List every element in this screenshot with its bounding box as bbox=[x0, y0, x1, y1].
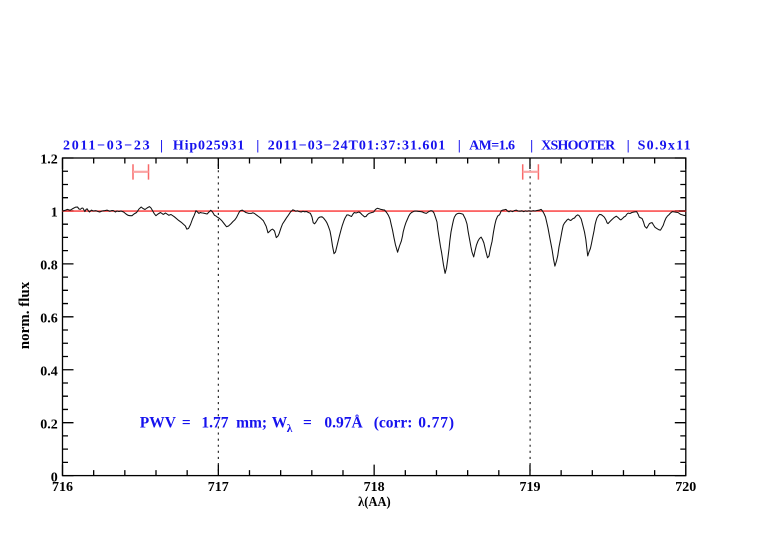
svg-text:PWV: PWV bbox=[140, 414, 177, 431]
svg-text:W: W bbox=[272, 414, 288, 431]
svg-text:0.8: 0.8 bbox=[40, 259, 58, 274]
svg-text:720: 720 bbox=[675, 480, 696, 495]
svg-text:λ: λ bbox=[287, 423, 293, 435]
svg-text:719: 719 bbox=[520, 480, 541, 495]
svg-text:|: | bbox=[530, 139, 533, 154]
svg-text:0.4: 0.4 bbox=[40, 364, 58, 379]
svg-text:AM=1.6: AM=1.6 bbox=[469, 139, 515, 154]
svg-text:1.77: 1.77 bbox=[201, 414, 228, 431]
svg-text:0: 0 bbox=[51, 470, 58, 485]
svg-text:S0.9x11: S0.9x11 bbox=[638, 139, 691, 154]
svg-text:0.2: 0.2 bbox=[40, 417, 58, 432]
svg-text:|: | bbox=[160, 139, 163, 154]
svg-text:λ(AA): λ(AA) bbox=[358, 495, 391, 510]
svg-text:=: = bbox=[182, 414, 191, 431]
svg-text:(corr:: (corr: bbox=[374, 414, 413, 431]
svg-text:Hip025931: Hip025931 bbox=[173, 139, 244, 154]
svg-text:mm;: mm; bbox=[236, 414, 267, 431]
svg-text:1: 1 bbox=[51, 206, 58, 221]
svg-text:716: 716 bbox=[52, 480, 73, 495]
svg-text:norm. flux: norm. flux bbox=[17, 281, 33, 349]
svg-text:0.97Å: 0.97Å bbox=[324, 414, 363, 431]
svg-text:=: = bbox=[303, 414, 312, 431]
svg-text:0.77): 0.77) bbox=[418, 414, 454, 431]
svg-text:1.2: 1.2 bbox=[40, 153, 58, 168]
svg-text:XSHOOTER: XSHOOTER bbox=[541, 139, 616, 154]
svg-text:0.6: 0.6 bbox=[40, 312, 58, 327]
svg-text:|: | bbox=[458, 139, 461, 154]
svg-text:717: 717 bbox=[208, 480, 229, 495]
svg-text:718: 718 bbox=[364, 480, 385, 495]
svg-text:|: | bbox=[256, 139, 259, 154]
svg-text:|: | bbox=[627, 139, 630, 154]
svg-text:2011−03−23: 2011−03−23 bbox=[63, 139, 150, 154]
svg-text:2011−03−24T01:37:31.601: 2011−03−24T01:37:31.601 bbox=[268, 139, 446, 154]
